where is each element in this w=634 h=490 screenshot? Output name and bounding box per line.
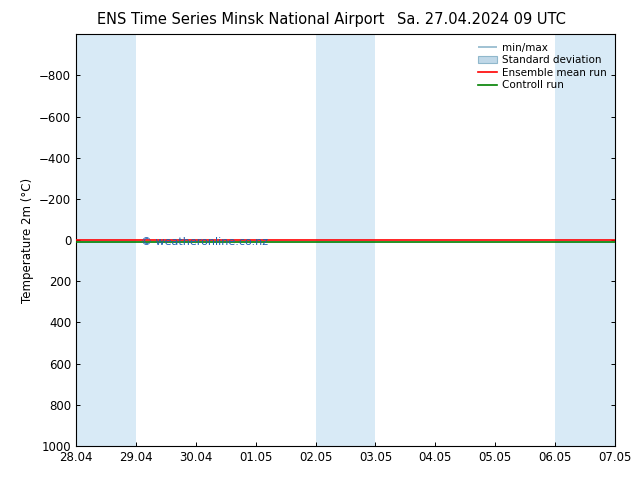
Bar (316, 34, 375, 446)
Text: ENS Time Series Minsk National Airport: ENS Time Series Minsk National Airport (97, 12, 385, 27)
Text: © weatheronline.co.nz: © weatheronline.co.nz (141, 237, 268, 247)
Bar (555, 34, 615, 446)
Bar (76, 34, 136, 446)
Text: Sa. 27.04.2024 09 UTC: Sa. 27.04.2024 09 UTC (398, 12, 566, 27)
Legend: min/max, Standard deviation, Ensemble mean run, Controll run: min/max, Standard deviation, Ensemble me… (475, 40, 610, 94)
Y-axis label: Temperature 2m (°C): Temperature 2m (°C) (20, 177, 34, 303)
